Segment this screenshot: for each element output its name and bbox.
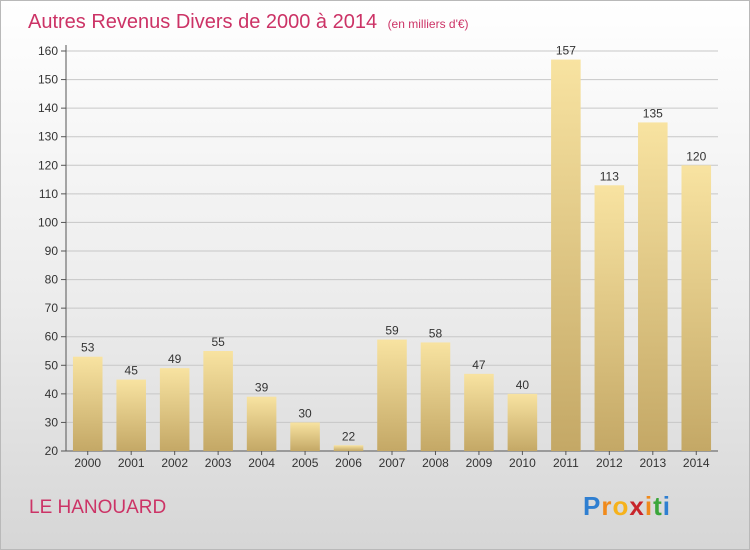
bar	[159, 368, 190, 451]
x-tick-label: 2007	[379, 456, 406, 470]
bar	[116, 379, 146, 451]
x-tick-label: 2012	[596, 456, 623, 470]
labels: 53 45 49 55 39 30 22 59 58 47 40 157 113 135 120	[81, 44, 707, 444]
bar	[203, 351, 233, 451]
bar	[681, 165, 712, 452]
y-tick-label: 160	[38, 44, 58, 58]
logo-letter: P	[583, 491, 602, 521]
x-tick-label: 2006	[335, 456, 362, 470]
bar-value-label: 45	[125, 364, 139, 378]
bar	[290, 422, 320, 451]
x-tick-label: 2011	[553, 456, 579, 470]
x-tick-label: 2013	[639, 456, 666, 470]
bar-value-label: 113	[600, 169, 619, 183]
logo-letter: x	[629, 491, 645, 521]
bar	[420, 342, 451, 451]
bar-value-label: 59	[385, 324, 399, 338]
bar	[246, 396, 277, 451]
y-tick-label: 60	[45, 330, 59, 344]
chart-title: Autres Revenus Divers de 2000 à 2014	[28, 11, 378, 33]
y-tick-label: 20	[45, 444, 59, 458]
x-tick-label: 2003	[205, 456, 232, 470]
y-tick-label: 80	[45, 273, 59, 287]
logo-letter: i	[644, 491, 654, 521]
x-tick-label: 2001	[118, 456, 145, 470]
bar-value-label: 22	[342, 429, 356, 443]
y-tick-label: 150	[38, 73, 58, 87]
x-tick-label: 2014	[683, 456, 710, 470]
y-tick-label: 30	[45, 415, 59, 429]
x-tick-label: 2000	[74, 456, 101, 470]
logo-letter: r	[601, 491, 613, 521]
y-tick-label: 70	[45, 301, 59, 315]
commune-name: LE HANOUARD	[29, 497, 167, 518]
bar-value-label: 39	[255, 381, 269, 395]
chart-header: Autres Revenus Divers de 2000 à 2014 (en…	[28, 11, 469, 34]
chart-subtitle: (en milliers d'€)	[387, 17, 469, 31]
bar-value-label: 47	[472, 358, 486, 372]
bar-value-label: 58	[429, 326, 443, 340]
logo-letter: t	[653, 491, 663, 521]
bar-value-label: 157	[556, 44, 576, 58]
y-tick-label: 50	[45, 358, 59, 372]
y-tick-label: 90	[45, 244, 59, 258]
x-tick-label: 2008	[422, 456, 449, 470]
y-tick-label: 110	[39, 187, 58, 201]
bars	[72, 59, 712, 452]
bar	[464, 373, 494, 451]
bar-value-label: 40	[516, 378, 530, 392]
x-tick-label: 2004	[248, 456, 275, 470]
bar	[507, 393, 538, 451]
bar-value-label: 120	[686, 149, 706, 163]
bar-value-label: 135	[643, 106, 663, 120]
logo-letter: o	[612, 491, 630, 521]
bar-value-label: 30	[298, 406, 312, 420]
bar	[551, 59, 581, 451]
bar-value-label: 55	[211, 335, 225, 349]
bar	[594, 185, 625, 452]
x-tick-label: 2002	[161, 456, 188, 470]
bar-value-label: 53	[81, 341, 95, 355]
bar	[72, 356, 103, 451]
bar-value-label: 49	[168, 352, 182, 366]
bar	[377, 339, 407, 451]
x-tick-label: 2010	[509, 456, 536, 470]
x-tick-label: 2009	[466, 456, 493, 470]
bar	[638, 122, 668, 451]
y-tick-label: 140	[38, 101, 58, 115]
bar	[333, 445, 364, 451]
y-tick-label: 40	[45, 387, 59, 401]
y-tick-label: 120	[38, 158, 58, 172]
y-tick-label: 130	[38, 130, 58, 144]
proxiti-logo: Proxiti	[583, 491, 671, 522]
x-tick-label: 2005	[292, 456, 319, 470]
logo-letter: i	[662, 491, 671, 521]
y-tick-label: 100	[38, 215, 58, 229]
